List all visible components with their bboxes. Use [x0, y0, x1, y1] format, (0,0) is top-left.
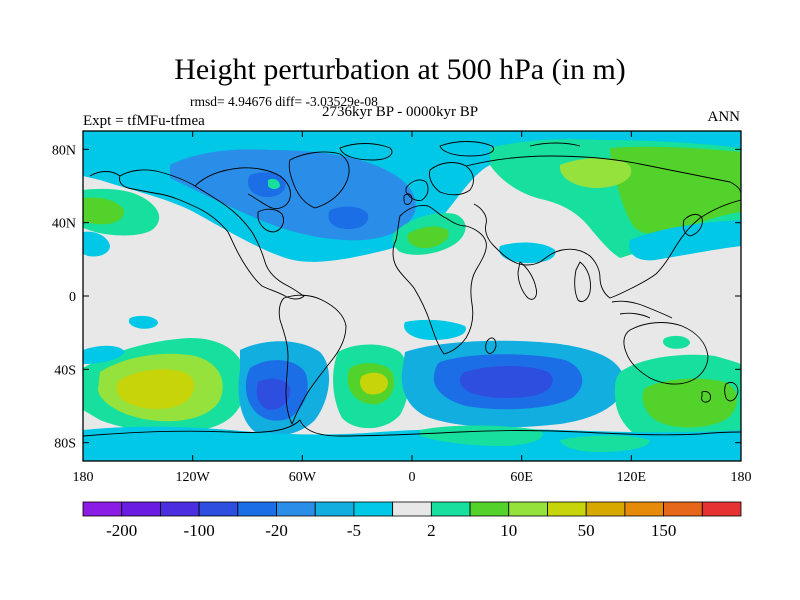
colorbar-label: 150	[651, 521, 677, 540]
anomaly-region-north-atlantic-core	[328, 206, 369, 230]
colorbar-swatch	[585, 501, 626, 517]
anomaly-region-siberia	[610, 146, 741, 235]
lon-tick-label: 0	[409, 470, 416, 485]
colorbar-label: -200	[106, 521, 137, 540]
colorbar-swatch	[276, 501, 316, 517]
colorbar-label: 50	[578, 521, 595, 540]
anomaly-region-south-america-core	[256, 378, 291, 410]
anomaly-region-south-america-west	[83, 345, 125, 364]
lat-tick-label: 80N	[52, 143, 76, 158]
map-axis-ticks: 180 120W 60W 0 60E 120E 180 80N 40N 0 40S 80S	[52, 131, 752, 485]
anomaly-region-australia-east	[662, 335, 690, 349]
anomaly-region-tropical-indian	[499, 242, 556, 264]
lat-tick-label: 40S	[54, 363, 76, 378]
lon-tick-label: 60E	[510, 470, 533, 485]
colorbar-swatch	[314, 501, 355, 517]
colorbar-swatch	[624, 501, 664, 517]
anomaly-field	[83, 131, 741, 461]
anomaly-region-west-pacific	[629, 220, 741, 261]
anomaly-region-south-atlantic-core	[360, 372, 388, 395]
colorbar-swatch	[508, 501, 548, 517]
lon-tick-label: 120W	[176, 470, 211, 485]
lon-tick-label: 60W	[289, 470, 317, 485]
anomaly-region-mediterranean-core	[407, 226, 449, 249]
experiment-label: Expt = tfMFu-tfmea	[83, 113, 205, 129]
anomaly-region-southern-indian-core	[459, 366, 553, 398]
colorbar-swatch	[121, 501, 161, 517]
plot-title: Height perturbation at 500 hPa (in m)	[174, 53, 626, 86]
colorbar-swatch	[392, 501, 432, 517]
anomaly-region-antarctic	[83, 426, 741, 461]
lon-tick-label: 180	[731, 470, 752, 485]
anomaly-region-siberia-core	[559, 157, 632, 188]
season-label: ANN	[707, 109, 741, 125]
colorbar-swatch	[160, 501, 200, 517]
anomaly-region-east-pacific	[128, 315, 158, 329]
anomaly-region-tropical-pacific-west	[83, 231, 110, 257]
lat-tick-label: 0	[69, 290, 76, 305]
colorbar-swatch	[430, 501, 471, 517]
anomaly-region-south-australia-core	[642, 378, 737, 428]
colorbar-swatch	[701, 501, 742, 517]
colorbar-swatch	[237, 501, 277, 517]
anomaly-region-north-pacific-core	[83, 197, 125, 225]
lon-tick-label: 180	[73, 470, 94, 485]
anomaly-region-hudson	[247, 172, 286, 198]
anomaly-region-south-pacific-core	[116, 369, 195, 410]
anomaly-region-hudson-green	[268, 178, 280, 189]
time-period-label: 2736kyr BP - 0000kyr BP	[322, 104, 479, 120]
rmsd-diff-stats: rmsd= 4.94676 diff= -3.03529e-08	[190, 94, 378, 109]
colorbar-swatch	[547, 501, 587, 517]
colorbar-label: -20	[265, 521, 288, 540]
colorbar-label: -100	[184, 521, 215, 540]
lon-tick-label: 120E	[617, 470, 647, 485]
colorbar-swatch	[353, 501, 394, 517]
colorbar: -200 -100 -20 -5 2 10 50 150	[82, 501, 742, 540]
coastlines	[83, 141, 741, 437]
anomaly-region-atlantic-equatorial	[404, 319, 466, 340]
lat-tick-label: 40N	[52, 217, 76, 232]
colorbar-label: 10	[500, 521, 517, 540]
colorbar-label: -5	[347, 521, 361, 540]
colorbar-swatch	[198, 501, 239, 517]
anomaly-region-antarctic-east	[560, 435, 650, 452]
lat-tick-label: 80S	[54, 437, 76, 452]
colorbar-swatch	[82, 501, 123, 517]
colorbar-label: 2	[427, 521, 436, 540]
colorbar-swatch	[663, 501, 703, 517]
colorbar-swatch	[469, 501, 510, 517]
